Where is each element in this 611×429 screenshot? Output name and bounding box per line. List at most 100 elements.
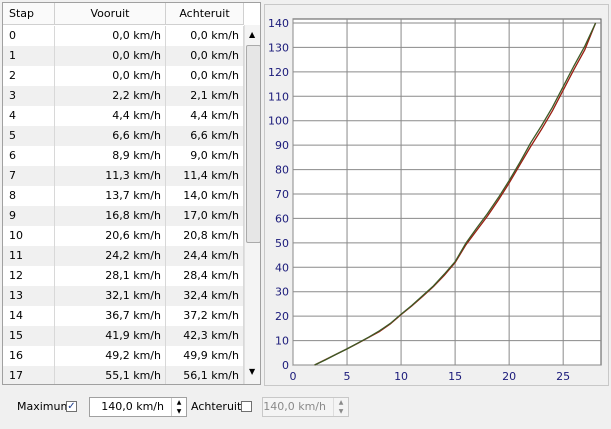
table-row — [3, 326, 244, 346]
table-cell: 49,2 km/h — [55, 346, 166, 366]
table-cell: 6,6 km/h — [166, 126, 244, 146]
table: Stap Vooruit Achteruit 0 0,0 km/h 0,0 km/h 1 0,… — [2, 2, 261, 385]
table-cell: 6,6 km/h — [55, 126, 166, 146]
table-cell: 14,0 km/h — [166, 186, 244, 206]
table-cell: 6 — [3, 146, 55, 166]
maximum-checkbox[interactable]: ✓ — [66, 401, 77, 412]
column-header: Stap — [3, 3, 55, 25]
table-row — [3, 206, 244, 226]
table-cell: 28,4 km/h — [166, 266, 244, 286]
series-line — [314, 22, 597, 366]
spin-buttons[interactable]: ▲ ▼ — [171, 398, 186, 416]
plot-area — [292, 18, 602, 366]
reverse-spinbox: 140,0 km/h ▲ ▼ — [262, 397, 349, 417]
table-cell: 2,2 km/h — [55, 86, 166, 106]
y-tick-label: 60 — [275, 212, 289, 225]
y-tick-label: 30 — [275, 286, 289, 299]
table-cell: 28,1 km/h — [55, 266, 166, 286]
table-row — [3, 306, 244, 326]
table-cell: 7 — [3, 166, 55, 186]
x-tick-label: 5 — [344, 370, 351, 383]
y-tick-label: 140 — [268, 17, 289, 30]
table-cell: 0 — [3, 26, 55, 46]
y-tick-label: 10 — [275, 335, 289, 348]
table-row — [3, 226, 244, 246]
table-cell: 8 — [3, 186, 55, 206]
table-cell: 20,8 km/h — [166, 226, 244, 246]
table-cell: 9 — [3, 206, 55, 226]
table-cell: 37,2 km/h — [166, 306, 244, 326]
table-row — [3, 266, 244, 286]
table-row — [3, 26, 244, 46]
table-row — [3, 86, 244, 106]
y-tick-label: 50 — [275, 237, 289, 250]
y-tick-label: 130 — [268, 41, 289, 54]
y-tick-label: 40 — [275, 261, 289, 274]
table-cell: 0,0 km/h — [166, 66, 244, 86]
table-cell: 41,9 km/h — [55, 326, 166, 346]
table-cell: 0,0 km/h — [166, 26, 244, 46]
y-tick-label: 80 — [275, 164, 289, 177]
table-cell: 10 — [3, 226, 55, 246]
table-cell: 11 — [3, 246, 55, 266]
scroll-thumb[interactable] — [246, 45, 260, 243]
table-cell: 42,3 km/h — [166, 326, 244, 346]
table-row — [3, 366, 244, 384]
y-tick-label: 120 — [268, 66, 289, 79]
table-cell: 49,9 km/h — [166, 346, 244, 366]
x-tick-label: 10 — [394, 370, 408, 383]
table-cell: 56,1 km/h — [166, 366, 244, 384]
maximum-label: Maximum — [17, 400, 72, 413]
y-tick-label: 110 — [268, 90, 289, 103]
table-cell: 13,7 km/h — [55, 186, 166, 206]
table-cell: 1 — [3, 46, 55, 66]
y-tick-label: 90 — [275, 139, 289, 152]
table-cell: 9,0 km/h — [166, 146, 244, 166]
table-cell: 0,0 km/h — [55, 46, 166, 66]
table-cell: 20,6 km/h — [55, 226, 166, 246]
reverse-checkbox[interactable] — [241, 401, 252, 412]
table-cell: 3 — [3, 86, 55, 106]
table-cell: 2,1 km/h — [166, 86, 244, 106]
table-cell: 32,1 km/h — [55, 286, 166, 306]
table-row — [3, 126, 244, 146]
table-cell: 4,4 km/h — [166, 106, 244, 126]
y-tick-label: 70 — [275, 188, 289, 201]
table-row — [3, 66, 244, 86]
table-row — [3, 146, 244, 166]
scrollbar[interactable]: ▲ ▼ — [244, 25, 260, 384]
table-cell: 0,0 km/h — [55, 26, 166, 46]
column-header: Achteruit — [166, 3, 244, 25]
table-cell: 8,9 km/h — [55, 146, 166, 166]
table-row — [3, 166, 244, 186]
table-cell: 24,2 km/h — [55, 246, 166, 266]
column-header: Vooruit — [55, 3, 166, 25]
x-tick-label: 25 — [556, 370, 570, 383]
table-row — [3, 246, 244, 266]
scroll-up[interactable]: ▲ — [249, 30, 256, 39]
table-cell: 55,1 km/h — [55, 366, 166, 384]
table-cell: 0,0 km/h — [55, 66, 166, 86]
table-cell: 16,8 km/h — [55, 206, 166, 226]
table-cell: 4 — [3, 106, 55, 126]
table-cell: 5 — [3, 126, 55, 146]
chart: 0 10 20 30 40 50 60 70 80 90 100 110 120 130 140 0 5 10 15… — [264, 4, 609, 386]
table-cell: 2 — [3, 66, 55, 86]
y-tick-label: 100 — [268, 115, 289, 128]
table-cell: 24,4 km/h — [166, 246, 244, 266]
table-row — [3, 106, 244, 126]
x-tick-label: 0 — [290, 370, 297, 383]
reverse-value: 140,0 km/h — [263, 400, 326, 413]
table-cell: 0,0 km/h — [166, 46, 244, 66]
reverse-label: Achteruit — [191, 400, 242, 413]
maximum-spinbox[interactable]: 140,0 km/h ▲ ▼ — [89, 397, 187, 417]
scroll-down[interactable]: ▼ — [249, 367, 256, 376]
table-cell: 13 — [3, 286, 55, 306]
table-cell: 4,4 km/h — [55, 106, 166, 126]
table-cell: 16 — [3, 346, 55, 366]
y-tick-label: 0 — [282, 359, 289, 372]
table-row — [3, 186, 244, 206]
table-row — [3, 346, 244, 366]
table-cell: 12 — [3, 266, 55, 286]
